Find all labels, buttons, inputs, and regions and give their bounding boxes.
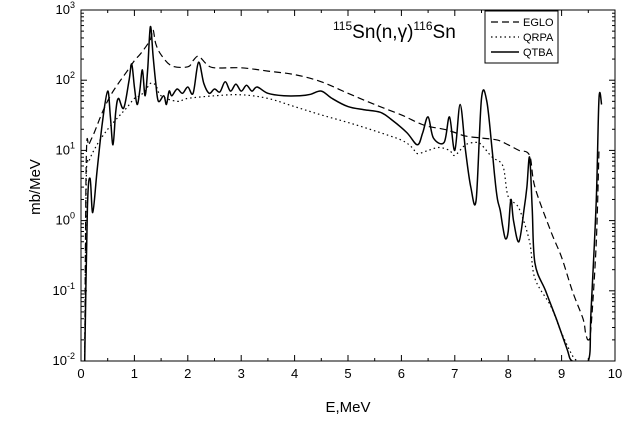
series-line-qtba — [83, 25, 603, 361]
y-tick-label: 103 — [56, 0, 75, 17]
x-tick-label: 4 — [291, 366, 298, 381]
series-line-qrpa — [84, 82, 579, 361]
y-tick-label: 10-2 — [53, 351, 75, 368]
series-layer — [83, 25, 603, 361]
series-line-eglo — [84, 29, 600, 361]
x-tick-label: 9 — [558, 366, 565, 381]
tick-marks — [80, 9, 616, 362]
x-tick-label: 7 — [451, 366, 458, 381]
x-tick-label: 8 — [505, 366, 512, 381]
x-tick-label: 3 — [238, 366, 245, 381]
legend-box — [484, 10, 559, 64]
legend-label: QRPA — [523, 32, 554, 44]
legend-label: QTBA — [523, 47, 554, 59]
tick-labels: 0 1 2 3 4 5 6 7 8 9 10 103 102 101 100 10-1 10-2 — [53, 0, 623, 381]
legend: EGLO QRPA QTBA — [484, 10, 559, 64]
y-tick-label: 10-1 — [53, 281, 75, 298]
y-tick-label: 100 — [56, 211, 75, 228]
x-tick-label: 2 — [184, 366, 191, 381]
x-tick-label: 0 — [77, 366, 84, 381]
x-axis-title: E,MeV — [325, 399, 370, 416]
legend-label: EGLO — [523, 17, 554, 29]
reaction-annotation: 115Sn(n,γ)116Sn — [333, 19, 456, 43]
x-tick-label: 10 — [608, 366, 622, 381]
y-tick-label: 101 — [56, 140, 75, 157]
y-axis-title: mb/MeV — [27, 159, 44, 215]
x-tick-label: 1 — [131, 366, 138, 381]
x-tick-label: 6 — [398, 366, 405, 381]
y-tick-label: 102 — [56, 70, 75, 87]
x-tick-label: 5 — [344, 366, 351, 381]
